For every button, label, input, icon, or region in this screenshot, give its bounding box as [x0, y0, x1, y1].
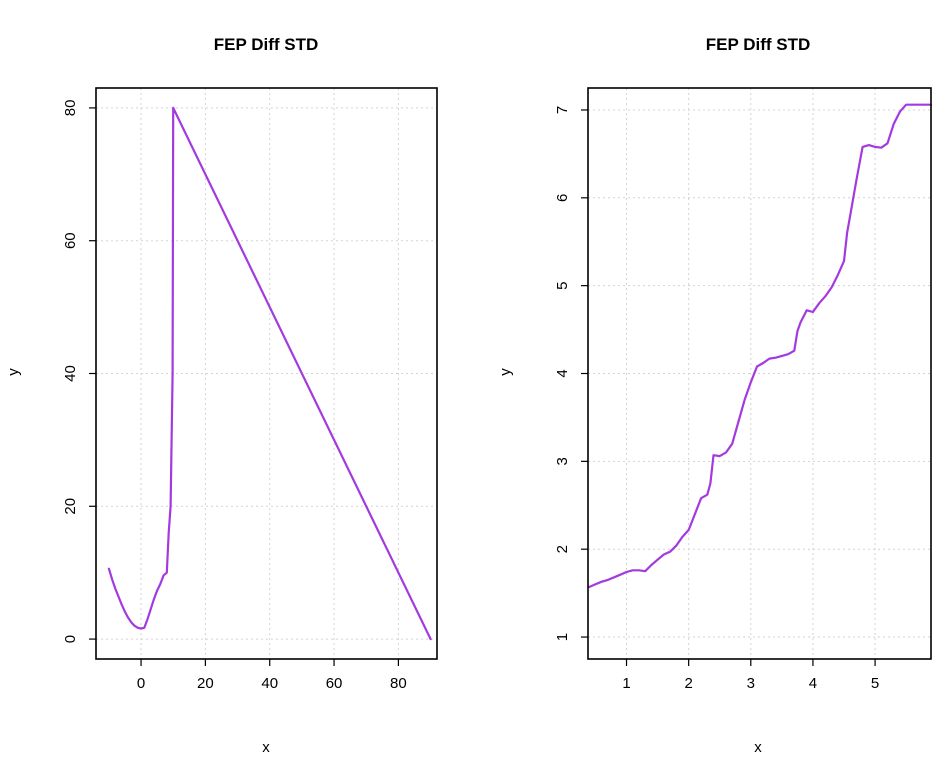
x-tick-label: 20 [197, 675, 214, 692]
x-tick-label: 3 [747, 675, 755, 692]
x-tick-label: 2 [684, 675, 692, 692]
x-axis-label: x [262, 739, 270, 756]
x-tick-label: 40 [261, 675, 278, 692]
left-chart: FEP Diff STD x y 0 20 40 60 80 0 20 40 60 80 [5, 35, 438, 756]
x-axis-label: x [754, 739, 762, 756]
series-line [588, 103, 933, 589]
y-tick-label: 3 [554, 457, 571, 465]
x-tick-label: 60 [326, 675, 343, 692]
y-tick-label: 2 [554, 545, 571, 553]
right-chart: FEP Diff STD x y 1 2 3 4 5 1 2 3 4 5 6 7 [497, 35, 933, 756]
y-tick-label: 40 [62, 365, 79, 382]
y-tick-label: 0 [62, 635, 79, 643]
y-tick-label: 1 [554, 633, 571, 641]
series-line [107, 106, 432, 641]
y-axis-label: y [5, 368, 22, 376]
x-tick-label: 80 [390, 675, 407, 692]
y-tick-label: 4 [554, 369, 571, 377]
y-tick-label: 7 [554, 106, 571, 114]
chart-title: FEP Diff STD [706, 35, 811, 54]
y-tick-label: 60 [62, 232, 79, 249]
x-tick-label: 4 [809, 675, 817, 692]
chart-title: FEP Diff STD [214, 35, 319, 54]
y-tick-label: 20 [62, 498, 79, 515]
y-axis-label: y [497, 368, 514, 376]
y-tick-label: 6 [554, 194, 571, 202]
x-tick-label: 5 [871, 675, 879, 692]
x-tick-label: 0 [137, 675, 145, 692]
y-tick-label: 5 [554, 281, 571, 289]
y-tick-label: 80 [62, 100, 79, 117]
x-tick-label: 1 [622, 675, 630, 692]
